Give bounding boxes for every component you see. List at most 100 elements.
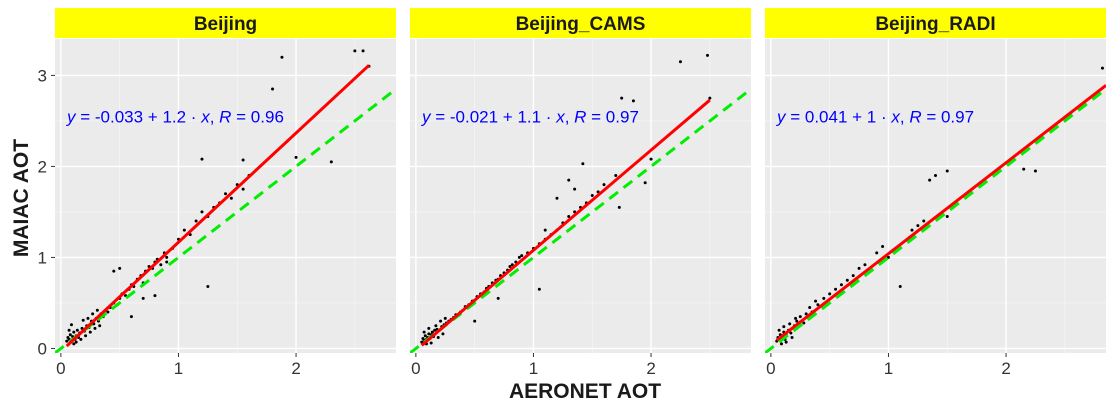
data-point <box>84 334 88 338</box>
data-point <box>517 255 521 259</box>
data-point <box>1022 167 1026 171</box>
data-point <box>828 292 832 296</box>
data-point <box>614 174 618 178</box>
data-point <box>129 315 133 319</box>
data-point <box>106 310 110 314</box>
data-point <box>808 305 812 309</box>
data-point <box>224 192 227 196</box>
data-point <box>95 308 99 312</box>
data-point <box>229 196 233 200</box>
data-point <box>839 283 843 287</box>
data-point <box>430 330 434 334</box>
data-point <box>436 336 440 340</box>
data-point <box>602 183 606 187</box>
regression-equation: y = -0.033 + 1.2 · x, R = 0.96 <box>66 108 284 127</box>
x-tick-label: 0 <box>56 359 65 378</box>
equation-part: = -0.033 + 1.2 · <box>76 108 202 127</box>
data-point <box>816 303 820 307</box>
x-tick-label: 1 <box>174 359 183 378</box>
equation-part: = 0.041 + 1 · <box>786 108 892 127</box>
equation-part: = -0.021 + 1.1 · <box>431 108 557 127</box>
data-point <box>863 263 867 267</box>
panel-plot-area <box>410 39 751 353</box>
data-point <box>241 158 245 162</box>
data-point <box>81 318 85 322</box>
data-point <box>69 323 73 327</box>
data-point <box>834 287 838 291</box>
data-point <box>567 178 571 182</box>
data-point <box>79 337 83 341</box>
data-point <box>910 228 914 232</box>
panel-title: Beijing_CAMS <box>516 14 646 35</box>
data-point <box>427 326 431 330</box>
data-point <box>510 263 514 267</box>
data-point <box>782 325 786 329</box>
data-point <box>777 328 781 332</box>
panel-background <box>765 39 1106 353</box>
panel-plot-area <box>55 39 396 353</box>
data-point <box>678 60 682 64</box>
data-point <box>441 332 445 336</box>
equation-part: x <box>200 108 210 127</box>
data-point <box>473 319 477 323</box>
data-point <box>153 294 157 298</box>
panel-title: Beijing_RADI <box>875 14 995 35</box>
data-point <box>555 196 559 200</box>
data-point <box>649 157 653 161</box>
data-point <box>573 187 577 191</box>
data-point <box>112 269 116 273</box>
equation-part: = 0.96 <box>231 108 283 127</box>
regression-line <box>420 98 711 347</box>
data-point <box>361 49 365 53</box>
data-point <box>423 334 427 338</box>
y-tick-label: 0 <box>38 339 47 358</box>
regression-line <box>65 64 370 348</box>
data-point <box>543 228 547 232</box>
regression-equation: y = 0.041 + 1 · x, R = 0.97 <box>776 108 974 127</box>
data-point <box>1100 66 1104 70</box>
data-point <box>422 330 426 334</box>
y-tick-label: 3 <box>38 66 47 85</box>
regression-equation: y = -0.021 + 1.1 · x, R = 0.97 <box>421 108 639 127</box>
data-point <box>789 331 793 335</box>
data-point <box>643 181 647 185</box>
data-point <box>280 55 284 59</box>
data-point <box>520 254 524 258</box>
panel-title: Beijing <box>194 14 257 35</box>
x-axis-title: AERONET AOT <box>509 380 661 403</box>
panel-strip <box>410 8 751 38</box>
equation-part: R <box>909 108 921 127</box>
data-point <box>91 312 95 316</box>
data-point <box>617 205 621 209</box>
data-point <box>433 328 437 332</box>
data-point <box>788 322 792 326</box>
data-point <box>68 333 72 337</box>
data-point <box>784 340 788 344</box>
equation-part: , <box>900 108 909 127</box>
data-point <box>429 341 433 345</box>
data-point <box>159 263 163 267</box>
panel-strip <box>765 8 1106 38</box>
x-tick-label: 2 <box>1001 359 1010 378</box>
x-tick-label: 0 <box>411 359 420 378</box>
data-point <box>241 187 245 191</box>
data-point <box>922 219 926 223</box>
equation-part: , <box>210 108 219 127</box>
data-point <box>795 319 799 323</box>
data-point <box>581 162 585 166</box>
data-point <box>118 266 122 270</box>
data-point <box>65 339 69 343</box>
data-point <box>427 332 431 336</box>
equation-part: , <box>565 108 574 127</box>
data-point <box>88 330 92 334</box>
equation-part: R <box>219 108 231 127</box>
x-tick-label: 1 <box>884 359 893 378</box>
data-point <box>881 245 885 249</box>
data-point <box>165 260 169 264</box>
data-point <box>567 214 571 218</box>
data-point <box>98 324 102 328</box>
y-axis-title: MAIAC AOT <box>10 139 33 257</box>
data-point <box>845 278 849 282</box>
